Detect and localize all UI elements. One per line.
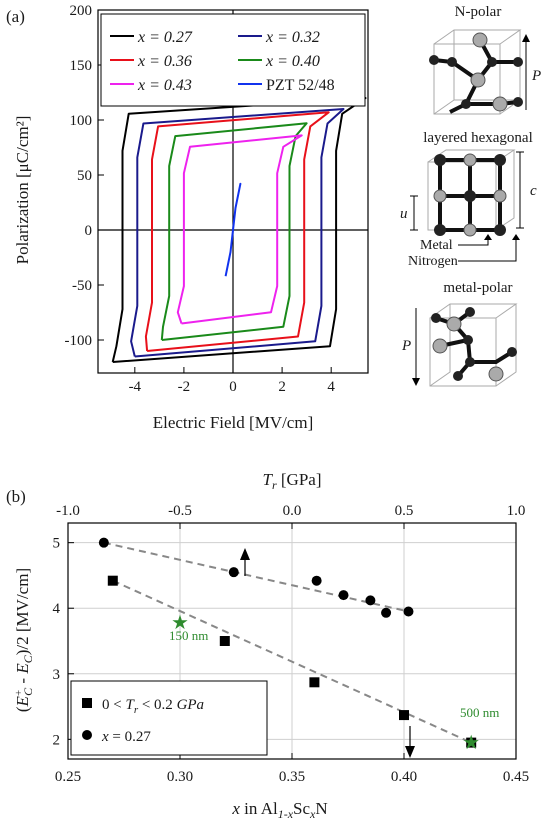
x-tick-label: -4 <box>129 379 142 395</box>
metal-polar-structure: P <box>401 303 518 387</box>
panel-a-chart: (a) -4 -2 0 2 4 -100 -50 0 50 100 150 200 Electric … <box>6 3 541 432</box>
hysteresis-loop <box>130 108 345 358</box>
panel-a-xlabel: Electric Field [MV/cm] <box>153 413 314 432</box>
data-point-square <box>219 636 230 646</box>
y-tick-label: 3 <box>53 667 61 683</box>
hysteresis-loop <box>224 182 242 277</box>
y-tick-label: -100 <box>65 333 93 349</box>
data-point-square <box>107 575 118 586</box>
hysteresis-loop <box>144 111 330 352</box>
panel-b-legend: 0 < Tr < 0.2 GPa x = 0.27 <box>70 680 268 756</box>
fit-line <box>112 579 472 744</box>
data-point-square <box>309 677 320 688</box>
x-tick-label: 0 <box>229 379 237 395</box>
metal-polar-p-label: P <box>401 338 411 354</box>
top-tick-label: -0.5 <box>168 503 192 519</box>
hysteresis-loop <box>176 134 303 325</box>
x-tick-label: 0.25 <box>55 769 81 785</box>
y-tick-label: 50 <box>77 168 92 184</box>
data-point-square <box>399 710 409 721</box>
panel-a-legend: x = 0.27 x = 0.32 x = 0.36 x = 0.40 x = … <box>100 13 366 107</box>
y-tick-label: 2 <box>53 732 61 748</box>
legend-a-item-4: x = 0.40 <box>265 53 320 70</box>
fit-line <box>103 541 409 613</box>
annotation-150nm: 150 nm <box>169 628 208 643</box>
layered-hexagonal-structure: c u Metal Nitrogen <box>400 149 537 269</box>
panel-b-ylabel: (E+C - EC)/2 [MV/cm] <box>13 568 35 712</box>
c-label: c <box>530 183 537 199</box>
x-tick-label: 0.35 <box>279 769 305 785</box>
panel-b-label: (b) <box>6 487 26 506</box>
n-polar-label: N-polar <box>455 4 502 20</box>
x-tick-label: 2 <box>278 379 286 395</box>
metal-polar-label: metal-polar <box>443 280 512 296</box>
legend-a-item-6: PZT 52/48 <box>266 77 335 94</box>
top-tick-label: -1.0 <box>56 503 80 519</box>
data-point-circle <box>338 590 349 601</box>
panel-b-xlabel: x in Al1-xScxN <box>231 799 327 820</box>
legend-b-item-1: 0 < Tr < 0.2 GPa <box>102 697 204 716</box>
top-tick-label: 1.0 <box>507 503 526 519</box>
metal-label: Metal <box>420 238 453 253</box>
data-point-circle <box>228 567 239 578</box>
legend-a-item-1: x = 0.27 <box>137 29 193 46</box>
y-tick-label: 4 <box>53 601 61 617</box>
top-tick-label: 0.5 <box>395 503 414 519</box>
y-tick-label: 100 <box>70 113 93 129</box>
data-point-star <box>172 614 188 630</box>
circle-marker-icon <box>82 730 92 740</box>
n-polar-structure: P <box>429 29 541 115</box>
layered-hexagonal-label: layered hexagonal <box>423 130 533 146</box>
n-polar-p-label: P <box>531 68 541 84</box>
data-point-circle <box>403 606 414 617</box>
crystal-structures: N-polar P layered hexagonal <box>400 4 541 387</box>
data-point-circle <box>381 607 392 618</box>
square-marker-icon <box>82 698 92 708</box>
arrow-up-icon <box>240 548 250 560</box>
arrow-down-icon <box>405 746 415 758</box>
data-point-circle <box>365 595 376 606</box>
x-tick-label: 0.45 <box>503 769 529 785</box>
y-tick-label: 5 <box>53 536 61 552</box>
y-tick-label: 150 <box>70 58 93 74</box>
legend-a-item-2: x = 0.32 <box>265 29 320 46</box>
x-tick-label: 0.40 <box>391 769 417 785</box>
data-point-star <box>463 734 479 750</box>
data-point-circle <box>311 575 322 586</box>
y-tick-label: 0 <box>85 223 93 239</box>
panel-a-ylabel: Polarization [μC/cm²] <box>13 116 32 265</box>
panel-a-label: (a) <box>6 7 25 26</box>
legend-b-item-2: x = 0.27 <box>101 729 151 745</box>
y-tick-label: 200 <box>70 3 93 19</box>
top-tick-label: 0.0 <box>283 503 302 519</box>
hysteresis-loop <box>160 122 308 341</box>
nitrogen-label: Nitrogen <box>408 254 458 269</box>
panel-b-chart: (b) Tr [GPa] 0.25 0.30 0.35 0.40 0.45 2 3 4 5 -1.… <box>6 470 529 820</box>
u-label: u <box>400 206 408 222</box>
y-tick-label: -50 <box>72 278 92 294</box>
legend-a-item-5: x = 0.43 <box>137 77 192 94</box>
panel-b-top-axis-label: Tr [GPa] <box>263 470 322 492</box>
x-tick-label: 0.30 <box>167 769 193 785</box>
data-point-circle <box>98 537 109 548</box>
annotation-500nm: 500 nm <box>460 705 499 720</box>
legend-a-item-3: x = 0.36 <box>137 53 192 70</box>
x-tick-label: -2 <box>178 379 191 395</box>
x-tick-label: 4 <box>327 379 335 395</box>
